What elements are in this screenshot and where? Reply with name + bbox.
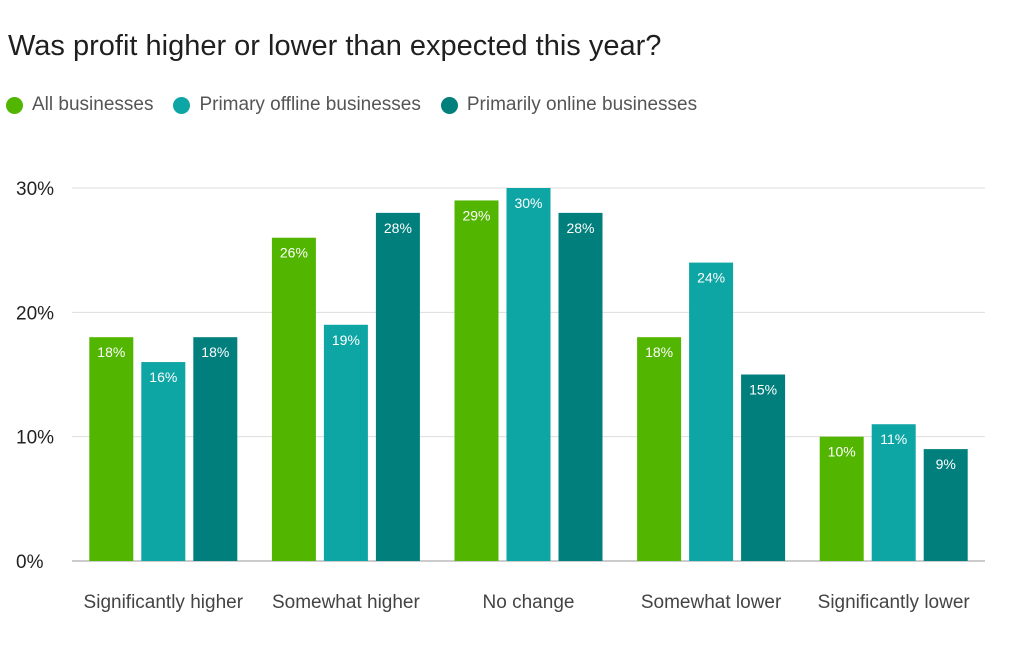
bar [819,436,864,561]
y-tick-label: 10% [16,428,54,449]
bar [375,212,420,561]
data-label: 11% [880,431,907,447]
bar [89,337,134,561]
bar [271,237,316,561]
y-tick-label: 30% [16,179,54,200]
data-label: 28% [566,220,594,236]
bar [923,449,968,561]
bar [689,262,734,561]
bar [741,374,786,561]
bar [637,337,682,561]
legend-label: All businesses [32,94,154,115]
legend-item-all: All businesses [6,94,153,116]
y-tick-label: 20% [16,303,54,324]
bar [323,324,368,561]
data-label: 30% [514,195,542,211]
category-label: Somewhat higher [272,592,421,613]
data-label: 18% [97,344,125,360]
legend-label: Primarily online businesses [466,94,698,115]
data-label: 28% [384,220,412,236]
legend-item-offline: Primary offline businesses [173,94,421,116]
data-label: 16% [149,369,177,385]
legend: All businesses Primary offline businesse… [6,94,717,116]
bar [558,212,603,561]
chart-title: Was profit higher or lower than expected… [8,30,662,62]
legend-label: Primary offline businesses [199,94,421,115]
data-label: 24% [697,270,725,286]
data-label: 19% [332,332,360,348]
category-label: Significantly higher [84,592,244,613]
legend-dot-icon [6,96,23,114]
legend-dot-icon [173,96,191,114]
y-tick-label: 0% [16,552,44,573]
category-label: No change [483,592,575,613]
bar [141,362,186,561]
legend-dot-icon [440,96,458,114]
data-label: 18% [201,344,229,360]
data-label: 26% [280,245,308,261]
bar [506,188,551,561]
legend-item-online: Primarily online businesses [440,94,698,116]
category-label: Significantly lower [818,592,971,613]
bar [871,424,916,561]
data-label: 29% [462,207,490,223]
data-label: 9% [936,456,956,472]
bar [193,337,238,561]
category-label: Somewhat lower [641,592,782,613]
bar [454,200,499,561]
data-label: 15% [749,382,777,398]
data-label: 18% [645,344,673,360]
data-label: 10% [828,444,856,460]
